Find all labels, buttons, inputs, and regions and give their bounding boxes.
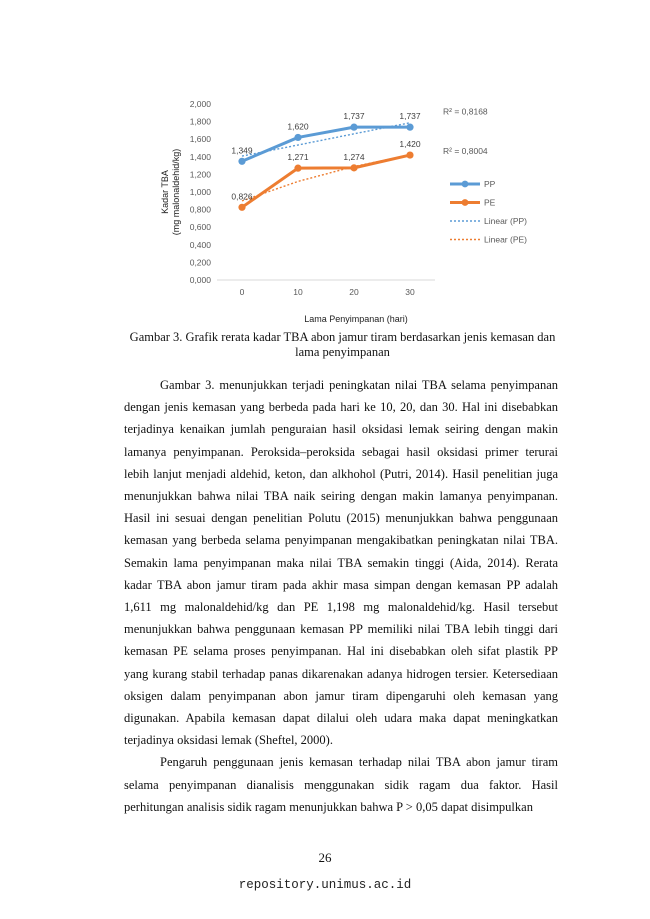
legend-label: PE xyxy=(484,198,496,208)
figure-caption: Gambar 3. Grafik rerata kadar TBA abon j… xyxy=(129,330,556,359)
data-point xyxy=(406,151,414,159)
r-squared-label: R² = 0,8168 xyxy=(443,107,488,117)
data-point xyxy=(350,164,358,172)
y-tick-label: 1,000 xyxy=(190,187,212,197)
data-label: 1,420 xyxy=(399,139,421,149)
y-tick-label: 0,600 xyxy=(190,222,212,232)
data-label: 1,737 xyxy=(399,111,421,121)
legend-marker xyxy=(461,180,469,188)
y-tick-label: 0,800 xyxy=(190,205,212,215)
x-tick-label: 0 xyxy=(240,287,245,297)
x-tick-label: 10 xyxy=(293,287,303,297)
x-axis-title: Lama Penyimpanan (hari) xyxy=(304,314,408,324)
y-axis-title: Kadar TBA(mg malonaldehid/kg) xyxy=(160,149,181,236)
x-tick-label: 30 xyxy=(405,287,415,297)
series-line-pp xyxy=(241,125,410,163)
y-tick-label: 1,600 xyxy=(190,134,212,144)
data-point xyxy=(238,157,246,165)
legend-label: Linear (PP) xyxy=(484,216,527,226)
y-axis-title-line: Kadar TBA xyxy=(160,170,170,214)
data-label: 1,271 xyxy=(287,152,309,162)
y-axis-title-line: (mg malonaldehid/kg) xyxy=(171,149,181,236)
data-point xyxy=(406,123,414,131)
tba-line-chart: 0,000 0,200 0,400 0,600 0,800 1,000 1,200 1,400… xyxy=(160,99,527,324)
legend-label: PP xyxy=(484,179,496,189)
y-tick-label: 1,400 xyxy=(190,152,212,162)
y-tick-label: 0,000 xyxy=(190,275,212,285)
paragraph-2: Pengaruh penggunaan jenis kemasan terhad… xyxy=(124,755,558,814)
y-tick-label: 2,000 xyxy=(190,99,212,109)
data-point xyxy=(294,133,302,142)
data-label: 0,826 xyxy=(231,191,253,201)
repository-footer: repository.unimus.ac.id xyxy=(238,878,412,892)
paragraph-1: Gambar 3. menunjukkan terjadi peningkata… xyxy=(124,378,558,748)
data-point xyxy=(294,164,302,172)
r-squared-label: R² = 0,8004 xyxy=(443,146,488,156)
y-tick-label: 0,400 xyxy=(190,240,212,250)
y-tick-label: 1,200 xyxy=(190,169,212,179)
data-point xyxy=(350,123,358,131)
y-tick-label: 1,800 xyxy=(190,117,212,127)
data-label: 1,620 xyxy=(287,121,309,131)
data-label: 1,737 xyxy=(343,111,365,121)
data-label: 1,274 xyxy=(343,152,365,162)
y-tick-label: 0,200 xyxy=(190,257,212,267)
body-text: Gambar 3. menunjukkan terjadi peningkata… xyxy=(124,374,558,818)
legend-label: Linear (PE) xyxy=(484,235,527,245)
series-line-pe xyxy=(241,153,411,209)
x-tick-label: 20 xyxy=(349,287,359,297)
page-number: 26 xyxy=(318,850,332,865)
legend-marker xyxy=(461,199,469,206)
data-point xyxy=(238,203,246,211)
data-label: 1,349 xyxy=(231,145,253,155)
